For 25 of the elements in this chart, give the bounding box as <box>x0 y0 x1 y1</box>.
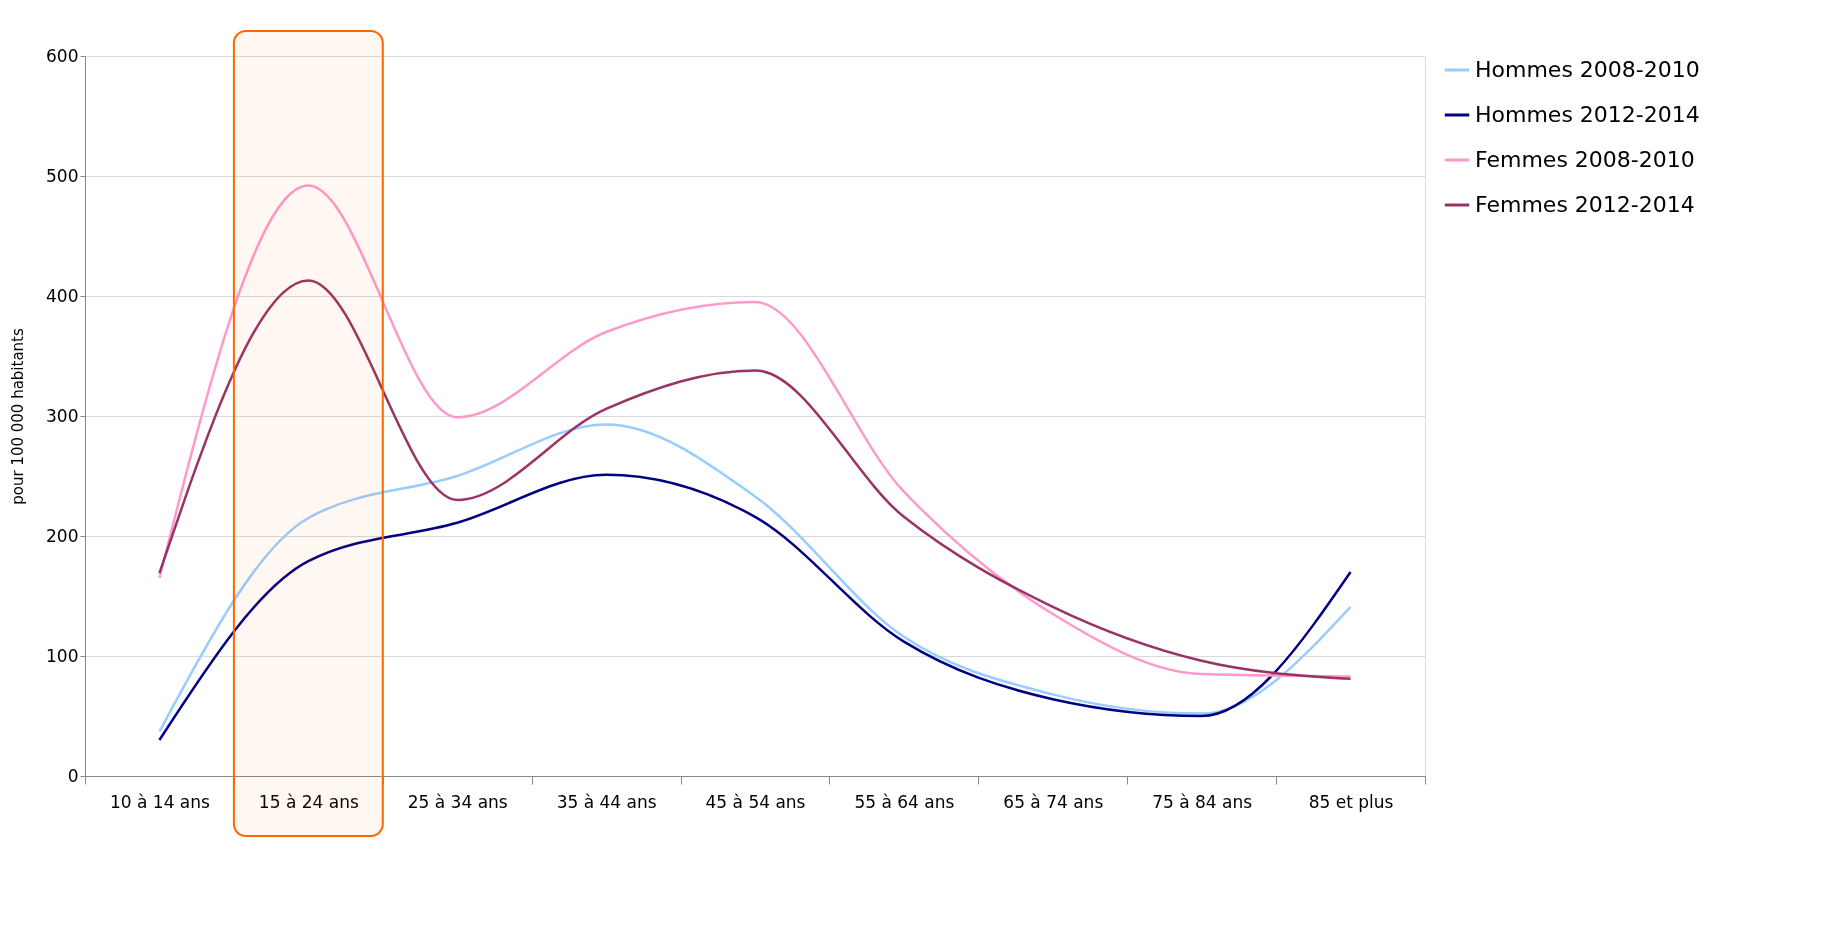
legend-label: Femmes 2012-2014 <box>1475 192 1695 217</box>
y-tick-label: 300 <box>46 405 79 426</box>
legend-label: Hommes 2012-2014 <box>1475 102 1700 127</box>
legend-label: Femmes 2008-2010 <box>1475 147 1695 172</box>
x-tick-label: 55 à 64 ans <box>854 791 955 812</box>
y-tick-label: 500 <box>46 165 79 186</box>
line-series <box>158 423 1352 733</box>
y-tick-label: 600 <box>46 45 79 66</box>
x-tick-label: 65 à 74 ans <box>1003 791 1104 812</box>
x-tick-label: 85 et plus <box>1308 791 1394 812</box>
line-series <box>158 279 1352 681</box>
y-tick-label: 400 <box>46 285 79 306</box>
x-tick-label: 15 à 24 ans <box>258 791 359 812</box>
y-tick-label: 200 <box>46 525 79 546</box>
x-tick-label: 35 à 44 ans <box>556 791 657 812</box>
x-tick-label: 25 à 34 ans <box>407 791 508 812</box>
y-tick-label: 0 <box>67 765 79 786</box>
y-tick-label: 100 <box>46 645 79 666</box>
line-series <box>158 473 1352 742</box>
x-tick-label: 10 à 14 ans <box>109 791 211 812</box>
x-tick-label: 75 à 84 ans <box>1152 791 1253 812</box>
legend-label: Hommes 2008-2010 <box>1475 57 1700 82</box>
y-axis-title: pour 100 000 habitants <box>9 328 28 505</box>
x-tick-label: 45 à 54 ans <box>705 791 806 812</box>
line-series <box>158 184 1352 678</box>
